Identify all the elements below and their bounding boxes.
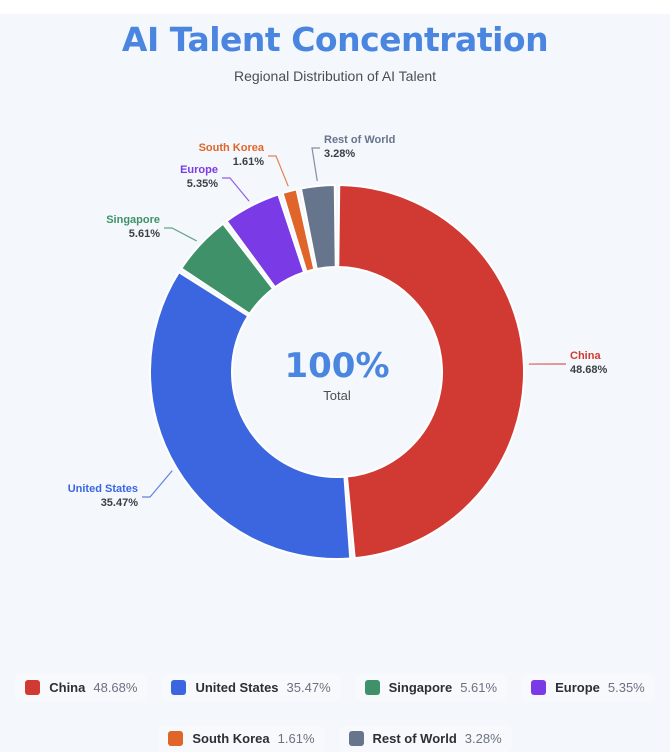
legend-value: 5.35% xyxy=(608,680,645,695)
legend-item[interactable]: China 48.68% xyxy=(15,674,147,701)
slice-label-value: 35.47% xyxy=(101,497,139,509)
slice-label-name: Singapore xyxy=(106,214,160,226)
slice-label-value: 3.28% xyxy=(324,148,355,160)
legend-label: Rest of World xyxy=(373,731,457,746)
legend-swatch xyxy=(531,680,546,695)
slice-label-value: 5.35% xyxy=(187,178,218,190)
slice-label-name: Europe xyxy=(180,164,218,176)
leader-line xyxy=(142,471,172,497)
legend-swatch xyxy=(349,731,364,746)
legend-swatch xyxy=(365,680,380,695)
slice-label-value: 5.61% xyxy=(129,228,160,240)
legend-value: 1.61% xyxy=(278,731,315,746)
legend-swatch xyxy=(25,680,40,695)
donut-chart: 100% Total China 48.68% United States 35.47… xyxy=(0,0,670,650)
legend-label: United States xyxy=(195,680,278,695)
slice-label-value: 1.61% xyxy=(233,156,264,168)
center-label: Total xyxy=(323,388,351,403)
leader-line xyxy=(268,156,288,186)
legend-value: 3.28% xyxy=(465,731,502,746)
legend-label: South Korea xyxy=(192,731,269,746)
leader-line xyxy=(164,228,197,241)
legend-item[interactable]: Rest of World 3.28% xyxy=(339,725,512,752)
legend-swatch xyxy=(171,680,186,695)
legend-value: 35.47% xyxy=(287,680,331,695)
legend-item[interactable]: South Korea 1.61% xyxy=(158,725,324,752)
legend-label: Singapore xyxy=(389,680,453,695)
slice-label-name: China xyxy=(570,350,601,362)
slice-united-states[interactable] xyxy=(150,272,350,559)
legend-label: China xyxy=(49,680,85,695)
legend-row-1: China 48.68% United States 35.47% Singapore 5… xyxy=(0,674,670,701)
legend-label: Europe xyxy=(555,680,600,695)
slice-label-name: Rest of World xyxy=(324,134,395,146)
legend-item[interactable]: Singapore 5.61% xyxy=(355,674,507,701)
slice-label-name: United States xyxy=(68,483,138,495)
slice-label-name: South Korea xyxy=(199,142,265,154)
legend-value: 5.61% xyxy=(460,680,497,695)
legend-value: 48.68% xyxy=(93,680,137,695)
legend-item[interactable]: Europe 5.35% xyxy=(521,674,655,701)
leader-line xyxy=(312,148,320,181)
center-value: 100% xyxy=(284,346,389,386)
leader-line xyxy=(222,178,249,201)
slice-label-value: 48.68% xyxy=(570,364,608,376)
legend-swatch xyxy=(168,731,183,746)
legend-row-2: South Korea 1.61% Rest of World 3.28% xyxy=(0,725,670,752)
legend-item[interactable]: United States 35.47% xyxy=(161,674,340,701)
